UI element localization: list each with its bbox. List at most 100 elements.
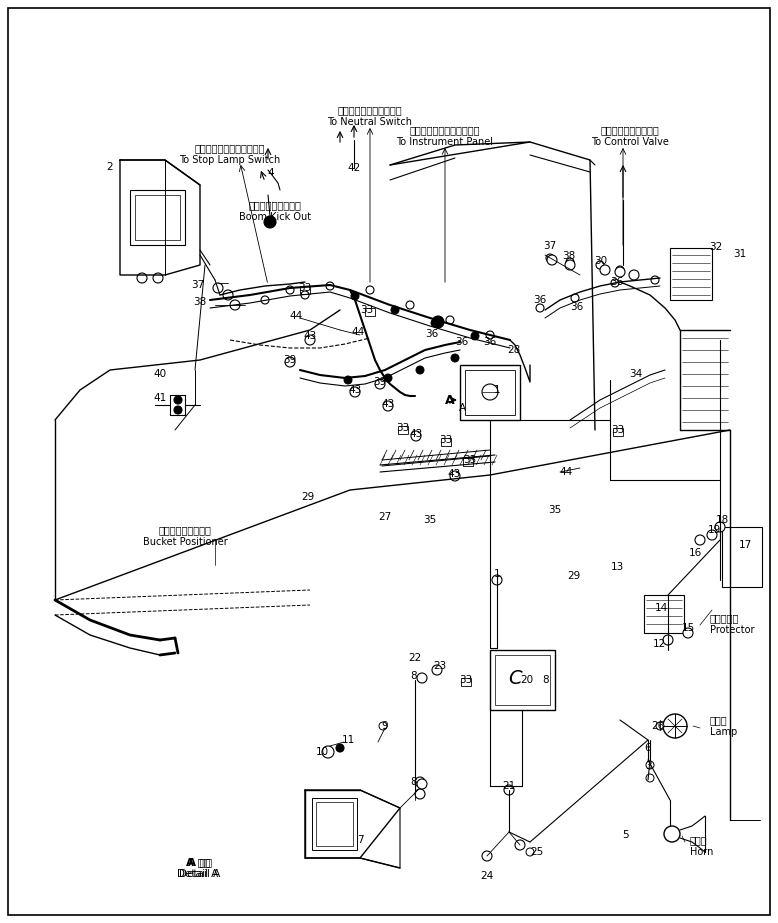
Circle shape <box>546 254 554 262</box>
Text: 13: 13 <box>611 562 624 572</box>
Text: 17: 17 <box>738 540 752 550</box>
Text: 29: 29 <box>567 571 580 581</box>
Circle shape <box>344 376 352 384</box>
Text: 36: 36 <box>483 337 496 347</box>
Circle shape <box>301 291 309 299</box>
Circle shape <box>213 283 223 293</box>
Text: 14: 14 <box>654 603 668 613</box>
Circle shape <box>417 779 427 789</box>
Text: 18: 18 <box>716 515 729 525</box>
Text: 40: 40 <box>153 369 166 379</box>
Text: 33: 33 <box>612 425 625 435</box>
Text: 33: 33 <box>360 305 373 315</box>
Text: A 詳細: A 詳細 <box>186 857 210 867</box>
Text: Bucket Positioner: Bucket Positioner <box>142 537 227 547</box>
Text: To Instrument Panel: To Instrument Panel <box>397 137 493 147</box>
Circle shape <box>565 260 575 270</box>
Circle shape <box>406 301 414 309</box>
Circle shape <box>137 273 147 283</box>
Text: 22: 22 <box>408 653 422 663</box>
Text: To Neutral Switch: To Neutral Switch <box>328 117 412 127</box>
Text: 33: 33 <box>459 675 472 685</box>
Text: A: A <box>458 403 465 413</box>
Circle shape <box>615 267 625 277</box>
Circle shape <box>515 840 525 850</box>
Circle shape <box>264 216 276 228</box>
Circle shape <box>482 851 492 861</box>
Text: To Control Valve: To Control Valve <box>591 137 669 147</box>
Text: 44: 44 <box>559 467 573 477</box>
Text: 4: 4 <box>268 168 275 178</box>
Circle shape <box>451 354 459 362</box>
Text: インスツルメントパネルへ: インスツルメントパネルへ <box>410 125 480 135</box>
Circle shape <box>446 316 454 324</box>
Text: 33: 33 <box>440 435 453 445</box>
Text: 36: 36 <box>534 295 547 305</box>
Text: 9: 9 <box>382 721 388 731</box>
Circle shape <box>596 261 604 269</box>
Circle shape <box>261 296 269 304</box>
Text: 43: 43 <box>349 385 362 395</box>
Text: 20: 20 <box>520 675 534 685</box>
Text: 34: 34 <box>629 369 643 379</box>
Circle shape <box>646 761 654 769</box>
Text: 38: 38 <box>562 251 576 261</box>
Circle shape <box>504 785 514 795</box>
Circle shape <box>664 826 680 842</box>
Text: 7: 7 <box>356 835 363 845</box>
Circle shape <box>285 357 295 367</box>
Text: 10: 10 <box>315 747 328 757</box>
Text: 1: 1 <box>494 385 500 395</box>
Text: 31: 31 <box>734 249 747 259</box>
Circle shape <box>547 255 557 265</box>
Text: 8: 8 <box>543 675 549 685</box>
Bar <box>365 308 375 316</box>
Circle shape <box>715 522 725 532</box>
Circle shape <box>663 635 673 645</box>
Text: 36: 36 <box>611 277 624 287</box>
Text: To Stop Lamp Switch: To Stop Lamp Switch <box>180 155 281 165</box>
Circle shape <box>366 286 374 294</box>
Circle shape <box>431 319 439 327</box>
Text: ホーン: ホーン <box>690 835 708 845</box>
Text: 29: 29 <box>301 492 314 502</box>
Text: 12: 12 <box>653 639 666 649</box>
Text: 43: 43 <box>381 399 394 409</box>
Circle shape <box>611 279 619 287</box>
Text: 2: 2 <box>107 162 114 172</box>
Text: 26: 26 <box>651 721 664 731</box>
Circle shape <box>450 471 460 481</box>
Circle shape <box>600 265 610 275</box>
Bar <box>461 678 471 686</box>
Circle shape <box>432 665 442 675</box>
Circle shape <box>486 331 494 339</box>
Circle shape <box>629 270 639 280</box>
Circle shape <box>571 294 579 302</box>
Text: 16: 16 <box>689 548 702 558</box>
Text: Boom Kick Out: Boom Kick Out <box>239 212 311 222</box>
Text: 25: 25 <box>531 847 544 857</box>
Text: 42: 42 <box>347 163 361 173</box>
Text: 30: 30 <box>594 256 608 266</box>
Text: 41: 41 <box>153 393 166 403</box>
Bar <box>398 426 408 434</box>
Text: 33: 33 <box>396 423 410 433</box>
Text: 43: 43 <box>303 331 317 341</box>
Bar <box>316 802 353 846</box>
Text: 21: 21 <box>503 781 516 791</box>
Circle shape <box>383 401 393 411</box>
Bar <box>722 527 762 587</box>
Text: コントロールバルブへ: コントロールバルブへ <box>601 125 660 135</box>
Circle shape <box>566 258 574 266</box>
Text: Lamp: Lamp <box>710 727 738 737</box>
Text: Horn: Horn <box>690 847 713 857</box>
Text: Detail A: Detail A <box>180 869 221 879</box>
Circle shape <box>322 746 334 758</box>
Circle shape <box>663 714 687 738</box>
Text: 39: 39 <box>373 377 387 387</box>
Text: 36: 36 <box>455 337 468 347</box>
Text: 23: 23 <box>433 661 447 671</box>
Bar <box>300 286 310 294</box>
Bar <box>130 190 185 245</box>
Circle shape <box>174 396 182 404</box>
